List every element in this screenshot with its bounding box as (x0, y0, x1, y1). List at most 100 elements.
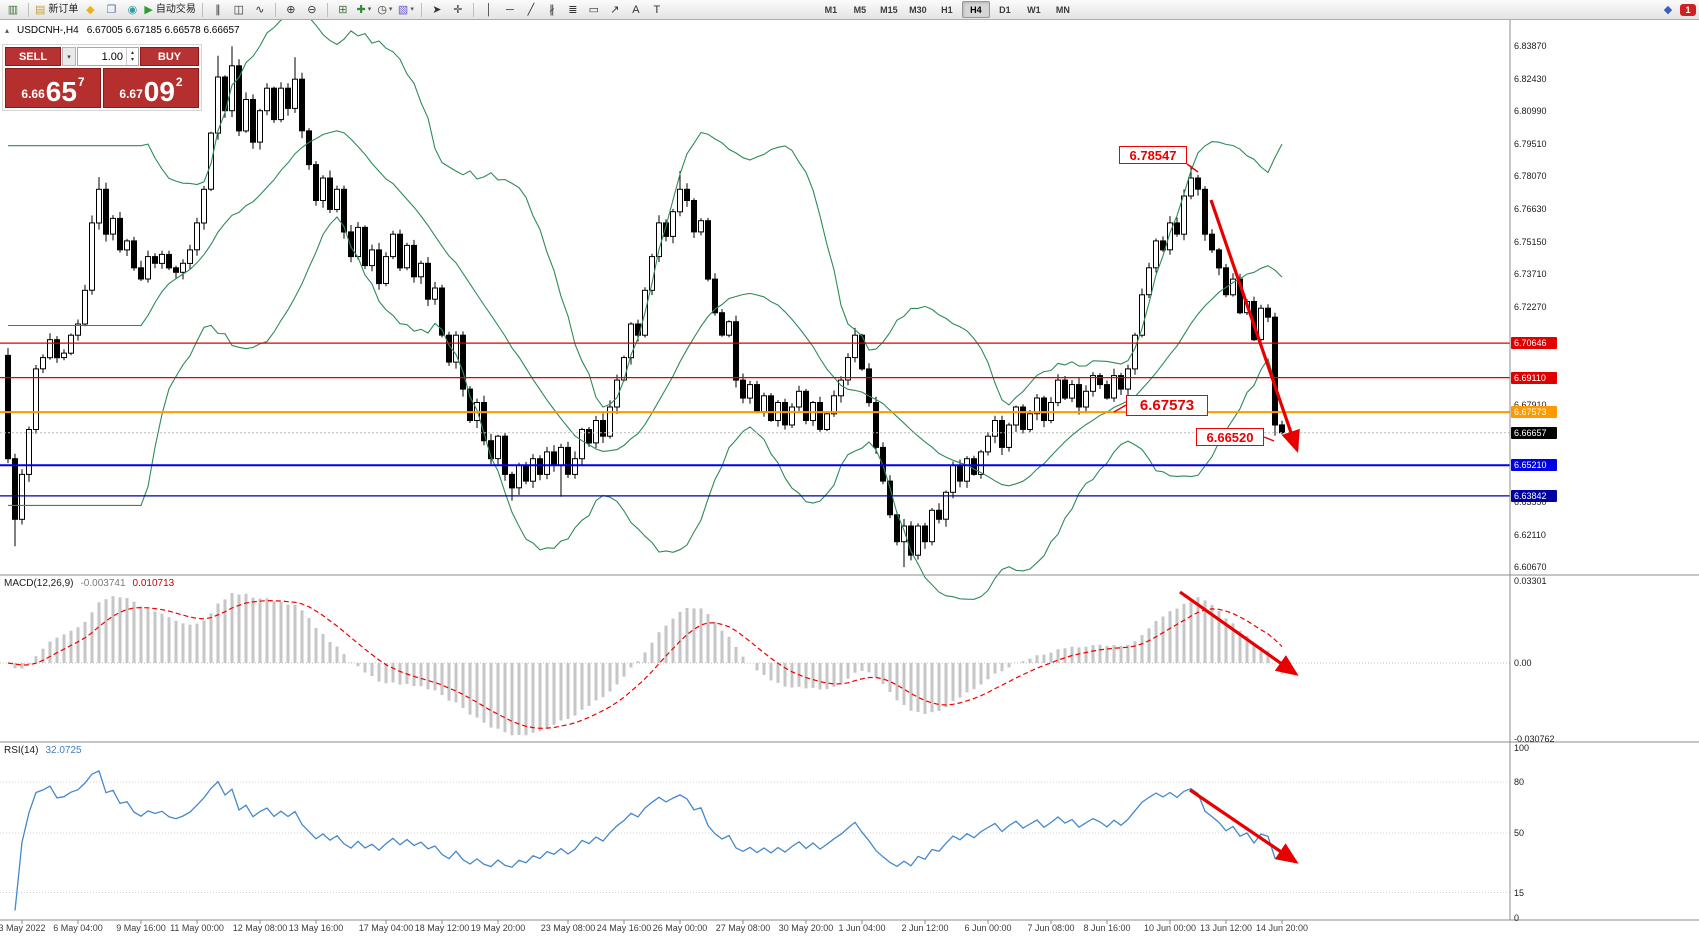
mql5-market-icon-glyph: ◆ (86, 3, 95, 16)
main-toolbar: ▥ ▤ 新订单 ◆ ❐ ◉ ▶ 自动交易 ∥ ◫ ∿ ⊕ ⊖ ⊞ ✚ ▾ ◷ ▾ ▧ ▾ ➤ ✛ │ ─ ╱ ∦ ≣ ▭ ↗ A T M1 M… (0, 0, 1699, 20)
toolbar-separator (201, 2, 203, 17)
buy-price-prefix: 6.67 (119, 87, 143, 101)
sell-price-sup: 7 (77, 75, 85, 89)
crosshair-icon[interactable]: ✛ (448, 2, 468, 18)
timeframe-d1[interactable]: D1 (999, 4, 1011, 15)
price-axis-label: 6.78070 (1514, 171, 1547, 181)
alerts-icon[interactable]: ◆ (1663, 3, 1673, 16)
rsi-axis-label: 15 (1514, 888, 1525, 898)
chart-info-line: ▴ USDCNH-,H4 6.67005 6.67185 6.66578 6.6… (5, 25, 240, 36)
cursor-icon[interactable]: ➤ (427, 2, 447, 18)
order-options-dropdown[interactable]: ▾ (62, 47, 76, 66)
chevron-down-icon: ▾ (367, 5, 372, 13)
rsi-label: RSI(14) 32.0725 (4, 745, 82, 756)
volume-value: 1.00 (101, 50, 123, 63)
symbol-period-label: USDCNH-,H4 (17, 25, 79, 36)
vertical-line-icon[interactable]: │ (479, 2, 499, 18)
macd-name: MACD(12,26,9) (4, 578, 74, 589)
text-icon-glyph: A (632, 3, 640, 16)
indicators-icon[interactable]: ✚ ▾ (354, 2, 374, 18)
price-axis-label: 6.63550 (1514, 497, 1547, 507)
trendline-icon[interactable]: ╱ (521, 2, 541, 18)
chart-candles-icon[interactable]: ◫ (229, 2, 249, 18)
toolbar-separator (28, 2, 29, 17)
new-order-button[interactable]: ▤ 新订单 (34, 2, 79, 18)
text-icon[interactable]: A (626, 2, 646, 18)
shapes-icon[interactable]: ▭ (584, 2, 604, 18)
arrows-tool-icon[interactable]: ↗ (605, 2, 625, 18)
print-icon[interactable]: ❐ (101, 2, 121, 18)
rsi-name: RSI(14) (4, 745, 39, 756)
crosshair-icon-glyph: ✛ (453, 3, 463, 16)
price-axis-label: 6.72270 (1514, 302, 1547, 312)
trend-arrows[interactable] (1113, 163, 1300, 864)
time-axis-label: 13 May 16:00 (288, 923, 344, 933)
time-axis-label: 11 May 00:00 (170, 923, 224, 933)
notification-badge[interactable]: 1 (1680, 3, 1696, 16)
print-icon-glyph: ❐ (106, 3, 117, 16)
sell-price-button[interactable]: 6.66 65 7 (5, 68, 101, 108)
timeframe-w1[interactable]: W1 (1027, 4, 1041, 15)
tile-windows-icon[interactable]: ⊞ (333, 2, 353, 18)
horizontal-line-icon-glyph: ─ (505, 3, 514, 16)
time-axis-label: 1 Jun 04:00 (838, 923, 886, 933)
periods-icon[interactable]: ◷ ▾ (375, 2, 395, 18)
time-axis-label: 9 May 16:00 (116, 923, 166, 933)
macd-signal-value: 0.010713 (132, 578, 175, 589)
templates-icon[interactable]: ▧ ▾ (396, 2, 416, 18)
sell-price-prefix: 6.66 (21, 87, 45, 101)
candles-layer (5, 46, 1285, 568)
sell-button[interactable]: SELL (5, 47, 61, 66)
shapes-icon-glyph: ▭ (588, 3, 600, 16)
price-axis-highlight-label: 6.66657 (1511, 427, 1557, 439)
zoom-out-icon[interactable]: ⊖ (302, 2, 322, 18)
chart-line-icon[interactable]: ∿ (250, 2, 270, 18)
time-axis-label: 17 May 04:00 (358, 923, 414, 933)
timeframe-mn[interactable]: MN (1055, 4, 1070, 15)
community-icon[interactable]: ◉ (122, 2, 142, 18)
chart-line-icon-glyph: ∿ (255, 3, 265, 16)
time-axis-label: 27 May 08:00 (715, 923, 771, 933)
cursor-icon-glyph: ➤ (432, 3, 442, 16)
time-axis-label: 26 May 00:00 (652, 923, 708, 933)
timeframe-m5[interactable]: M5 (853, 4, 867, 15)
toolbar-icons: ▥ ▤ 新订单 ◆ ❐ ◉ ▶ 自动交易 ∥ ◫ ∿ ⊕ ⊖ ⊞ ✚ ▾ ◷ ▾ ▧ ▾ ➤ ✛ │ ─ ╱ ∦ ≣ ▭ ↗ A T (3, 2, 667, 18)
buy-price-button[interactable]: 6.67 09 2 (103, 68, 199, 108)
horizontal-line-icon[interactable]: ─ (500, 2, 520, 18)
channel-icon[interactable]: ∦ (542, 2, 562, 18)
rsi-axis-label: 0 (1514, 913, 1520, 923)
fibonacci-icon[interactable]: ≣ (563, 2, 583, 18)
new-order-button-label: 新订单 (48, 3, 79, 15)
text-label-icon[interactable]: T (647, 2, 667, 18)
timeframe-m1[interactable]: M1 (824, 4, 838, 15)
templates-icon-glyph: ▧ (397, 3, 409, 16)
volume-input[interactable]: 1.00 ▴ ▾ (77, 47, 139, 66)
timeframe-m15[interactable]: M15 (880, 4, 898, 15)
autotrade-button-label: 自动交易 (155, 3, 196, 15)
mql5-market-icon[interactable]: ◆ (80, 2, 100, 18)
decrease-icon[interactable]: ▾ (130, 56, 134, 63)
horizontal-lines-layer[interactable] (0, 342, 1510, 497)
time-axis-label: 10 Jun 00:00 (1143, 923, 1197, 933)
time-axis-label: 6 May 04:00 (53, 923, 103, 933)
timeframe-m30[interactable]: M30 (909, 4, 927, 15)
autotrade-button[interactable]: ▶ 自动交易 (143, 2, 196, 18)
rsi-axis-label: 50 (1514, 828, 1525, 838)
zoom-in-icon-glyph: ⊕ (286, 3, 296, 16)
timeframe-h1[interactable]: H1 (941, 4, 953, 15)
time-axis-label: 2 Jun 12:00 (901, 923, 949, 933)
volume-stepper[interactable]: ▴ ▾ (126, 48, 138, 65)
price-annotation: 6.67573 (1126, 395, 1208, 416)
timeframe-h4[interactable]: H4 (961, 1, 990, 18)
buy-button[interactable]: BUY (140, 47, 199, 66)
chart-bars-icon[interactable]: ∥ (208, 2, 228, 18)
new-chart-icon[interactable]: ▥ (3, 2, 23, 18)
increase-icon[interactable]: ▴ (130, 49, 134, 56)
zoom-in-icon[interactable]: ⊕ (281, 2, 301, 18)
chevron-down-icon: ▾ (67, 53, 71, 61)
rsi-panel-layer (0, 770, 1510, 911)
time-axis-label: 19 May 20:00 (470, 923, 526, 933)
time-axis-label: 23 May 08:00 (540, 923, 596, 933)
sell-price-big: 65 (45, 76, 77, 107)
